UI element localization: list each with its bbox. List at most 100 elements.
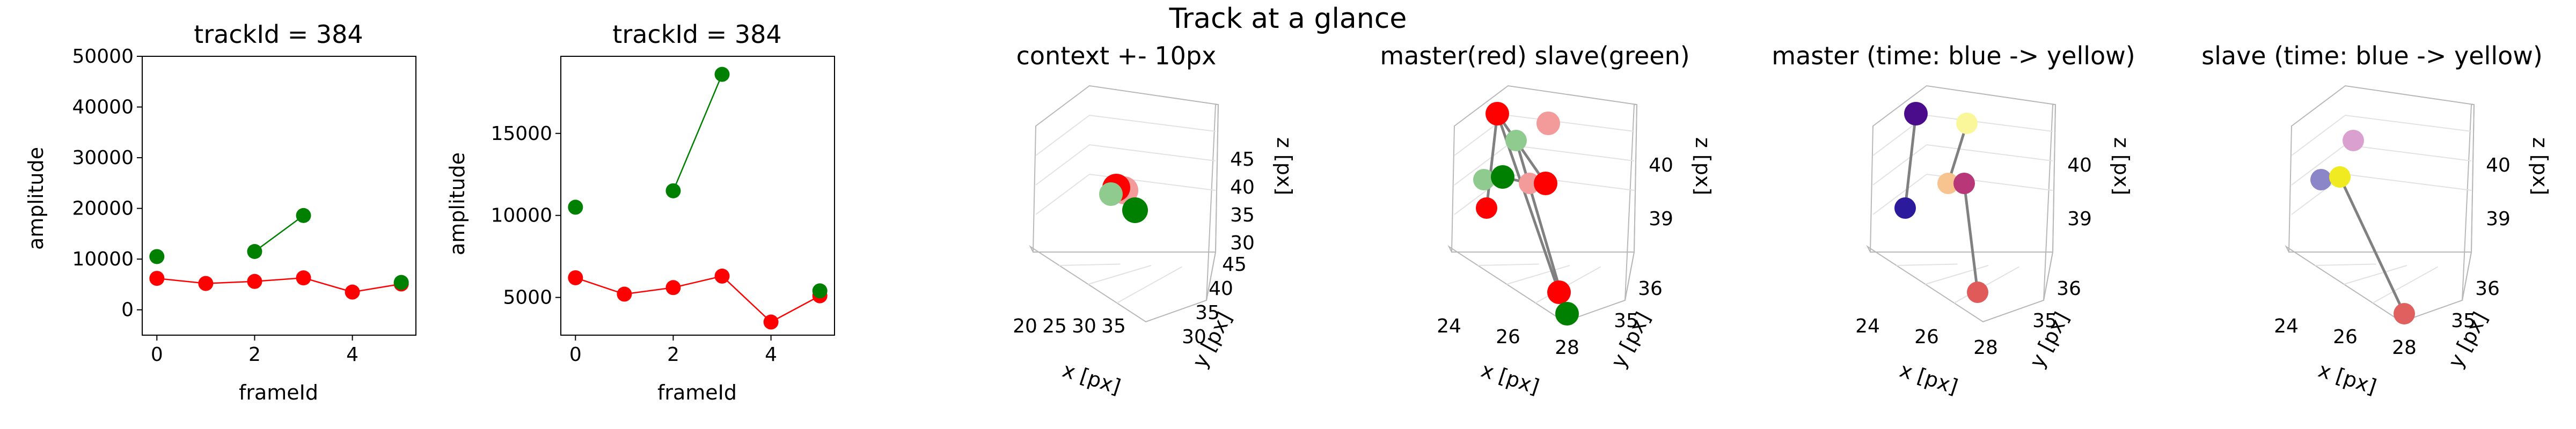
x-tick-label: 35 — [1101, 315, 1126, 337]
z-tick-label: 45 — [1230, 149, 1255, 171]
z-axis-label: z [px] — [1272, 137, 1296, 195]
slave-point — [568, 199, 583, 215]
scatter-marker — [2310, 169, 2332, 190]
x-axis-label: x [px] — [1060, 358, 1124, 399]
master-point — [296, 270, 311, 286]
x-tick-label: 4 — [765, 344, 777, 366]
grid-line — [1507, 144, 1635, 161]
z-axis-label: z [px] — [1691, 137, 1715, 195]
z-tick-label: 39 — [1649, 208, 1673, 230]
master-slave-3d-chart: master(red) slave(green) x [px]y [px]z [… — [1380, 41, 1715, 399]
grid-line — [1872, 144, 1927, 186]
context-3d-panes: x [px]y [px]z [px]20 25 30 35 30354045303540… — [1013, 85, 1296, 399]
scatter-marker — [1519, 173, 1540, 194]
slave-point — [296, 208, 311, 223]
grid-line — [1089, 144, 1216, 161]
x-tick-label: 4 — [346, 344, 358, 366]
y-tick-label: 35 — [2451, 310, 2476, 332]
y-tick-label: 35 — [1195, 302, 1220, 324]
trajectory-segment — [1904, 112, 1918, 210]
grid-line — [2315, 263, 2376, 266]
z-tick-label: 40 — [2067, 154, 2092, 176]
y-tick-label: 5000 — [503, 287, 552, 309]
scatter-marker — [1953, 173, 1975, 194]
scatter-marker — [1485, 102, 1509, 125]
slave-3d-title: slave (time: blue -> yellow) — [2201, 41, 2543, 70]
scatter-marker — [1937, 173, 1959, 194]
back-pane — [1869, 85, 2057, 253]
amp-full-ylabel: amplitude — [24, 147, 48, 250]
slave-point — [247, 244, 262, 259]
side-pane — [2462, 104, 2475, 301]
master-point — [247, 273, 262, 289]
scatter-marker — [1904, 102, 1928, 125]
floor-pane — [1447, 245, 1635, 323]
trajectory-segment — [1485, 112, 1499, 210]
amp-zoom-xlabel: frameId — [657, 381, 737, 404]
scatter-marker — [2343, 130, 2364, 151]
grid-line — [2345, 144, 2472, 161]
z-tick-label: 30 — [1230, 232, 1255, 254]
x-tick-label: 26 — [1914, 326, 1939, 348]
side-pane — [1206, 104, 1219, 301]
y-tick-label: 36 — [2057, 278, 2081, 300]
amplitude-chart-full: trackId = 384 frameId amplitude 0 2 4 0 1000… — [24, 20, 416, 404]
grid-line — [1035, 174, 1090, 215]
y-tick-label: 35 — [1614, 310, 1638, 332]
master-point — [198, 276, 214, 291]
slave-point — [393, 275, 409, 290]
x-tick-label: 28 — [1973, 337, 1998, 359]
context-3d-title: context +- 10px — [1016, 41, 1217, 70]
y-tick-label: 36 — [1638, 278, 1663, 300]
z-tick-label: 40 — [1649, 154, 1673, 176]
plot-frame — [142, 56, 416, 336]
master-series-line — [575, 275, 821, 323]
slave-series-line — [254, 214, 304, 253]
master-point — [345, 284, 360, 300]
x-tick-label: 24 — [1855, 315, 1880, 337]
grid-line — [2345, 174, 2472, 191]
figure-suptitle: Track at a glance — [1169, 3, 1407, 35]
master-time-3d-chart: master (time: blue -> yellow) x [px]y [p… — [1772, 41, 2135, 399]
amp-full-title: trackId = 384 — [194, 20, 363, 49]
y-tick-label: 10000 — [491, 205, 552, 227]
floor-pane — [1866, 245, 2054, 323]
x-tick-label: 2 — [248, 344, 261, 366]
x-axis-label: x [px] — [1897, 358, 1961, 399]
amp-zoom-plot-area: 0 2 4 5000 10000 15000 — [491, 56, 835, 366]
grid-line — [1089, 115, 1216, 132]
grid-line — [2344, 265, 2407, 285]
floor-pane — [1029, 245, 1217, 323]
master-point — [763, 314, 779, 330]
scatter-marker — [1956, 113, 1978, 134]
scatter-marker — [1547, 280, 1571, 304]
master-point — [665, 280, 681, 295]
grid-line — [1116, 266, 1182, 304]
grid-line — [1926, 115, 2053, 132]
x-tick-label: 30 — [1072, 315, 1096, 337]
x-tick-label: 2 — [667, 344, 679, 366]
grid-line — [1926, 144, 2053, 161]
amplitude-chart-zoom: trackId = 384 frameId amplitude 0 2 4 5000 1… — [445, 20, 835, 404]
trajectory-segment — [2338, 175, 2406, 315]
slave-point — [149, 249, 165, 264]
grid-line — [2291, 144, 2346, 186]
scatter-marker — [1476, 197, 1497, 219]
z-tick-label: 39 — [2486, 208, 2511, 230]
grid-line — [1088, 265, 1152, 285]
grid-line — [2372, 266, 2438, 304]
scatter-marker — [1122, 197, 1148, 223]
back-pane — [1032, 85, 1219, 253]
z-tick-label: 39 — [2067, 208, 2092, 230]
scatter-marker — [2329, 166, 2351, 188]
grid-line — [1035, 144, 1090, 186]
x-axis-label: x [px] — [2316, 358, 2380, 399]
slave-point — [714, 66, 730, 82]
grid-line — [1872, 174, 1927, 215]
y-tick-label: 35 — [2032, 310, 2057, 332]
back-pane — [2288, 85, 2475, 253]
x-tick-label: 26 — [1496, 326, 1520, 348]
